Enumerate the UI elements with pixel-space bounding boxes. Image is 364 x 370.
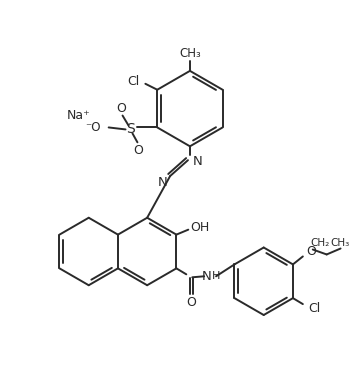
Text: N: N bbox=[201, 270, 211, 283]
Text: ⁻O: ⁻O bbox=[85, 121, 101, 134]
Text: O: O bbox=[306, 245, 316, 258]
Text: CH₃: CH₃ bbox=[179, 47, 201, 60]
Text: Cl: Cl bbox=[309, 302, 321, 314]
Text: O: O bbox=[134, 144, 143, 157]
Text: S: S bbox=[126, 122, 135, 137]
Text: Cl: Cl bbox=[127, 75, 139, 88]
Text: Na⁺: Na⁺ bbox=[67, 109, 91, 122]
Text: O: O bbox=[116, 102, 127, 115]
Text: H: H bbox=[212, 271, 221, 281]
Text: OH: OH bbox=[191, 221, 210, 234]
Text: CH₂: CH₂ bbox=[310, 238, 329, 248]
Text: O: O bbox=[186, 296, 196, 309]
Text: N: N bbox=[193, 155, 203, 168]
Text: CH₃: CH₃ bbox=[330, 238, 349, 248]
Text: N: N bbox=[157, 175, 167, 189]
